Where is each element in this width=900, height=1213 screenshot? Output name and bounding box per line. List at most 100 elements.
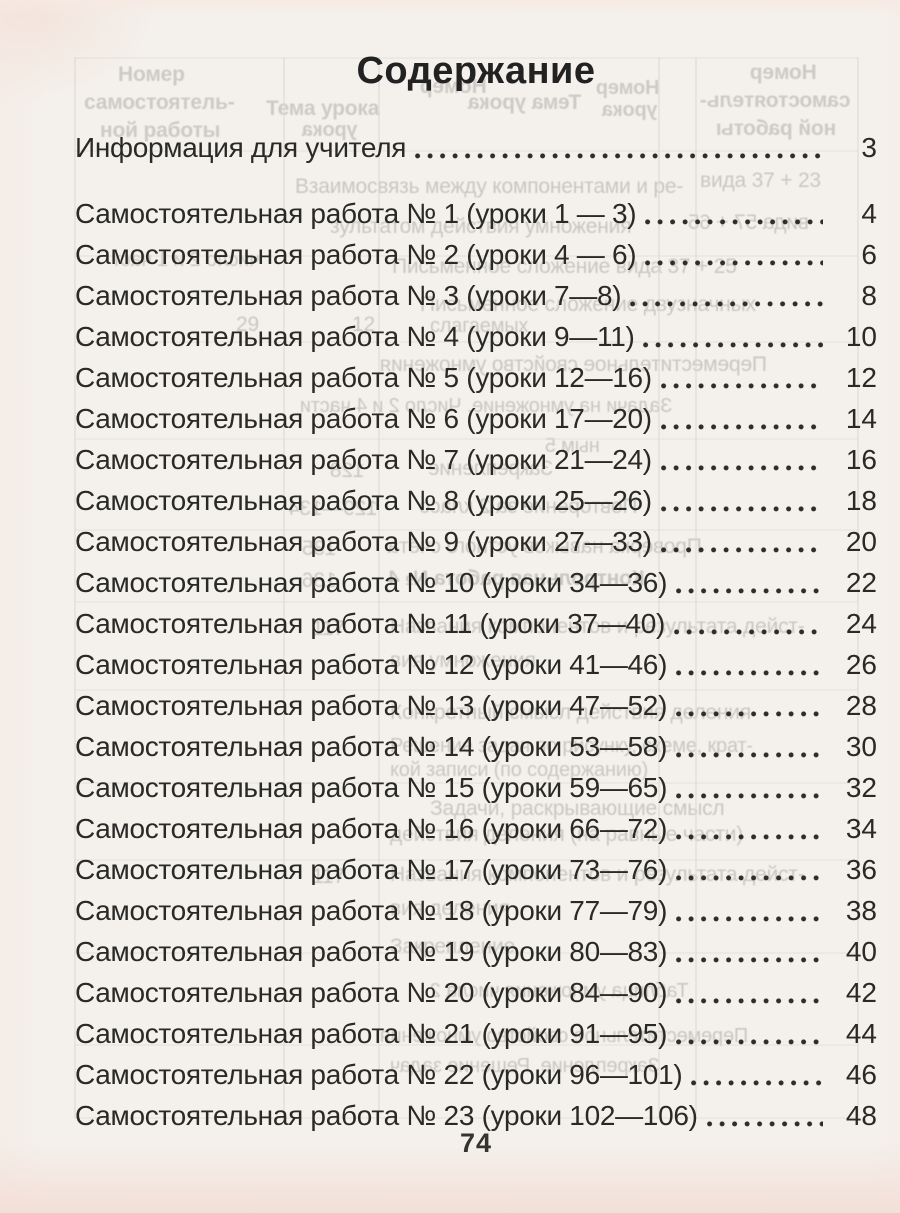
toc-entry-label: Самостоятельная работа № 13 (уроки 47—52… [75, 690, 668, 721]
ghost-table-hline [74, 150, 858, 152]
toc-entry: Самостоятельная работа № 16 (уроки 66—72… [75, 808, 877, 849]
toc-entry-label: Самостоятельная работа № 9 (уроки 27—33) [75, 526, 652, 557]
toc-page-number: 22 [845, 567, 877, 598]
ghost-table-hline [74, 341, 858, 343]
toc-leader-dots [660, 506, 823, 512]
toc-leader-dots [706, 1121, 823, 1127]
ghost-text: кой записи (по содержанию) [390, 759, 649, 781]
ghost-text: 29 [236, 313, 259, 336]
toc-page-number: 48 [845, 1100, 877, 1131]
toc-entry: Самостоятельная работа № 19 (уроки 80—83… [75, 931, 877, 972]
toc-entry-label: Самостоятельная работа № 20 (уроки 84—90… [75, 977, 668, 1008]
toc-page-number: 42 [845, 977, 877, 1008]
toc-entry: Самостоятельная работа № 2 (уроки 4 — 6)… [75, 234, 877, 275]
toc-leader-dots [645, 219, 823, 225]
toc-entry: Информация для учителя 3 [75, 127, 877, 168]
ghost-table-hline [74, 952, 858, 954]
ghost-table-vline [695, 57, 697, 1118]
toc-entry-label: Самостоятельная работа № 15 (уроки 59—65… [75, 772, 668, 803]
toc-page-number: 16 [845, 444, 877, 475]
toc-page-number: 34 [845, 813, 877, 844]
ghost-text: Задачи, раскрывающие смысл [430, 797, 725, 820]
ghost-text: 117 [312, 865, 345, 888]
toc-page-number: 24 [845, 608, 877, 639]
toc-leader-dots [674, 629, 823, 635]
ghost-text: 12 [352, 313, 375, 336]
toc-entry: Самостоятельная работа № 6 (уроки 17—20)… [75, 398, 877, 439]
toc-page-number: 36 [845, 854, 877, 885]
ghost-table-hline [74, 689, 858, 691]
toc-page-number: 3 [861, 132, 877, 163]
toc-page-number: 20 [845, 526, 877, 557]
toc-entry: Самостоятельная работа № 20 (уроки 84—90… [75, 972, 877, 1013]
ghost-text: Конкретный смысл действия деления [390, 701, 751, 724]
toc-entry-label: Самостоятельная работа № 19 (уроки 80—83… [75, 936, 668, 967]
toc-leader-dots [676, 875, 823, 881]
toc-entry-label: Самостоятельная работа № 11 (уроки 37—40… [75, 608, 666, 639]
toc-entry-label: Самостоятельная работа № 23 (уроки 102—1… [75, 1100, 698, 1131]
ghost-table-hline [74, 57, 858, 59]
ghost-table-hline [74, 782, 858, 784]
footer-page-number: 74 [459, 1128, 493, 1158]
toc-entry: Самостоятельная работа № 10 (уроки 34—36… [75, 562, 877, 603]
toc-leader-dots [691, 1080, 823, 1086]
toc-leader-dots [676, 1039, 823, 1045]
toc-page-number: 10 [845, 321, 877, 352]
toc-leader-dots [660, 547, 823, 553]
toc-entry: Самостоятельная работа № 11 (уроки 37—40… [75, 603, 877, 644]
toc-leader-dots [630, 301, 823, 307]
toc-leader-dots [676, 752, 823, 758]
toc-leader-dots [676, 670, 823, 676]
toc-entry: Самостоятельная работа № 5 (уроки 12—16)… [75, 357, 877, 398]
toc-entry-label: Самостоятельная работа № 2 (уроки 4 — 6) [75, 239, 637, 270]
ghost-table-vline [74, 57, 76, 1118]
toc-entry-label: Самостоятельная работа № 8 (уроки 25—26) [75, 485, 652, 516]
toc-entry-label: Самостоятельная работа № 21 (уроки 91—95… [75, 1018, 668, 1049]
ghost-table-hline [74, 255, 858, 257]
toc-entry-label: Самостоятельная работа № 16 (уроки 66—72… [75, 813, 668, 844]
ghost-text: 117 [312, 617, 345, 640]
toc-page-number: 46 [845, 1059, 877, 1090]
ghost-table-hline [74, 438, 858, 440]
toc-entry-label: Самостоятельная работа № 14 (уроки 53—58… [75, 731, 668, 762]
toc-entry: Самостоятельная работа № 18 (уроки 77—79… [75, 890, 877, 931]
toc-entry-label: Информация для учителя [75, 132, 407, 163]
toc-entry: Самостоятельная работа № 15 (уроки 59—65… [75, 767, 877, 808]
toc-page-number: 40 [845, 936, 877, 967]
ghost-text: вия умножения [390, 649, 536, 672]
ghost-text: вия деления [390, 897, 510, 920]
toc-entry-label: Самостоятельная работа № 6 (уроки 17—20) [75, 403, 652, 434]
ghost-text: действия деления (на равные части) [390, 823, 744, 846]
toc-leader-dots [676, 916, 823, 922]
toc-page-number: 14 [845, 403, 877, 434]
toc-page-number: 18 [845, 485, 877, 516]
toc-page-number: 32 [845, 772, 877, 803]
ghost-text: самостоятель- [84, 91, 235, 114]
toc-page-number: 28 [845, 690, 877, 721]
toc-entry: Самостоятельная работа № 12 (уроки 41—46… [75, 644, 877, 685]
toc-entry: Самостоятельная работа № 8 (уроки 25—26)… [75, 480, 877, 521]
ghost-text: зультатом действия умножения [330, 215, 632, 238]
toc-entry-label: Самостоятельная работа № 10 (уроки 34—36… [75, 567, 668, 598]
toc-leader-dots [645, 260, 823, 266]
ghost-table-hline [74, 859, 858, 861]
toc-entry: Самостоятельная работа № 22 (уроки 96—10… [75, 1054, 877, 1095]
toc-entry-label: Самостоятельная работа № 18 (уроки 77—79… [75, 895, 668, 926]
toc-leader-dots [643, 342, 823, 348]
toc-page-number: 30 [845, 731, 877, 762]
ghost-table-hline [74, 1044, 858, 1046]
toc-entry-label: Самостоятельная работа № 17 (уроки 73—76… [75, 854, 668, 885]
toc-entry: Самостоятельная работа № 13 (уроки 47—52… [75, 685, 877, 726]
ghost-table-hline [74, 601, 858, 603]
toc-page-number: 26 [845, 649, 877, 680]
toc-leader-dots [660, 383, 823, 389]
ghost-table-vline [658, 57, 660, 1118]
ghost-table-vline [378, 57, 380, 1118]
ghost-text: Решение задач по рисунку, схеме, крат- [390, 735, 753, 757]
ghost-text: Закрепление [390, 935, 516, 958]
toc-leader-dots [415, 153, 823, 159]
toc-page-number: 44 [845, 1018, 877, 1049]
toc-leader-dots [676, 998, 823, 1004]
